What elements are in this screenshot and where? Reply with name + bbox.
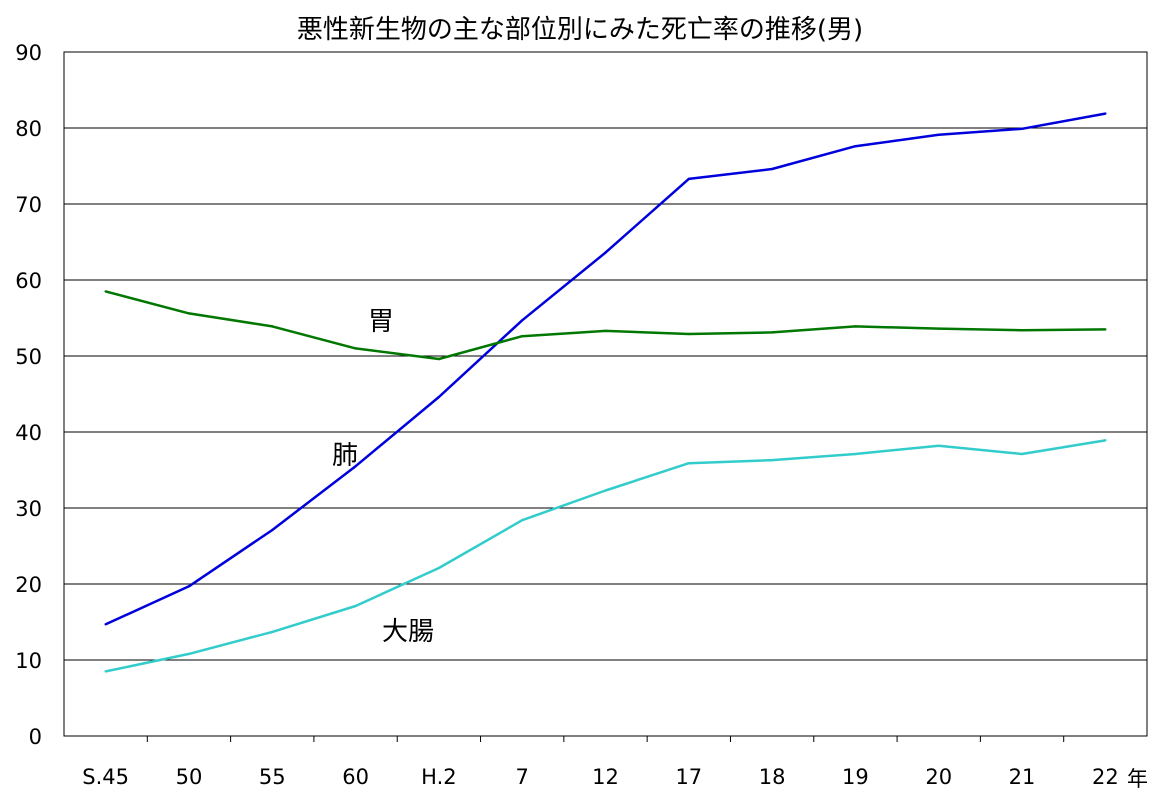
x-tick-label: 17 [675, 765, 702, 789]
y-tick-label: 80 [15, 117, 42, 141]
data-point [187, 312, 191, 315]
y-tick-label: 20 [15, 573, 42, 597]
series-label-0: 肺 [332, 441, 358, 471]
y-tick-label: 0 [29, 725, 42, 749]
data-point [354, 465, 357, 468]
data-point [937, 133, 940, 137]
data-point [1020, 127, 1024, 130]
series-label-2: 大腸 [382, 617, 434, 647]
data-point [854, 325, 857, 328]
data-point [1104, 439, 1107, 442]
grid [64, 51, 1147, 661]
series-label-1: 胃 [368, 307, 394, 337]
data-point [604, 329, 607, 333]
x-tick-label: 7 [516, 765, 529, 789]
y-tick-label: 70 [15, 193, 42, 217]
data-point [520, 335, 524, 338]
data-point [187, 585, 191, 588]
x-tick-label: S.45 [82, 765, 129, 789]
data-point [854, 145, 857, 148]
data-point [687, 332, 691, 336]
data-point [354, 347, 357, 350]
labels: 肺 胃大腸 [332, 307, 434, 647]
x-tick-label: 20 [925, 765, 952, 789]
data-point [604, 489, 607, 492]
data-point [770, 167, 774, 171]
data-point [604, 251, 607, 254]
data-point [104, 290, 107, 293]
x-axis-label: 年 [1127, 767, 1148, 791]
y-tick-label: 60 [15, 269, 42, 293]
data-point [1104, 112, 1107, 115]
data-point [937, 327, 940, 330]
data-point [354, 604, 357, 608]
y-tick-label: 50 [15, 345, 42, 369]
data-point [520, 518, 524, 522]
data-point [937, 444, 940, 447]
data-point [1104, 328, 1107, 331]
y-tick-label: 10 [15, 649, 42, 673]
chart-title: 悪性新生物の主な部位別にみた死亡率の推移(男) [297, 15, 863, 45]
series-line-0 [105, 112, 1106, 626]
x-tick-label: 18 [759, 765, 786, 789]
data-point [271, 325, 274, 328]
data-point [687, 461, 691, 465]
axes: 0 10 20 30 40 50 60 70 80 90 S.45 50 55 60 H.2 7 12 17 18 1… [15, 41, 1148, 789]
x-tick-label: 60 [342, 765, 369, 789]
data-point [187, 652, 191, 656]
data-point [1020, 452, 1024, 456]
series-line-1 [105, 290, 1106, 361]
data-point [520, 319, 524, 322]
data-point [437, 395, 441, 399]
series-lines [104, 112, 1107, 673]
x-tick-label: 21 [1009, 765, 1036, 789]
data-point [271, 630, 274, 634]
series-line-2 [105, 439, 1106, 673]
y-tick-label: 30 [15, 497, 42, 521]
data-point [1020, 328, 1024, 332]
y-tick-label: 90 [15, 41, 42, 65]
data-point [770, 458, 774, 462]
plot-area [63, 51, 1148, 737]
data-point [770, 331, 774, 334]
x-tick-label: 55 [259, 765, 286, 789]
x-tick-label: 50 [176, 765, 203, 789]
data-point [854, 452, 857, 456]
data-point [437, 566, 441, 570]
data-point [687, 177, 691, 181]
data-point [104, 623, 107, 626]
data-point [104, 670, 107, 673]
y-tick-label: 40 [15, 421, 42, 445]
x-tick-label: 22 [1092, 765, 1119, 789]
x-tick-label: H.2 [421, 765, 456, 789]
x-tick-label: 12 [592, 765, 619, 789]
data-point [437, 357, 441, 361]
data-point [271, 528, 274, 532]
x-tick-label: 19 [842, 765, 869, 789]
